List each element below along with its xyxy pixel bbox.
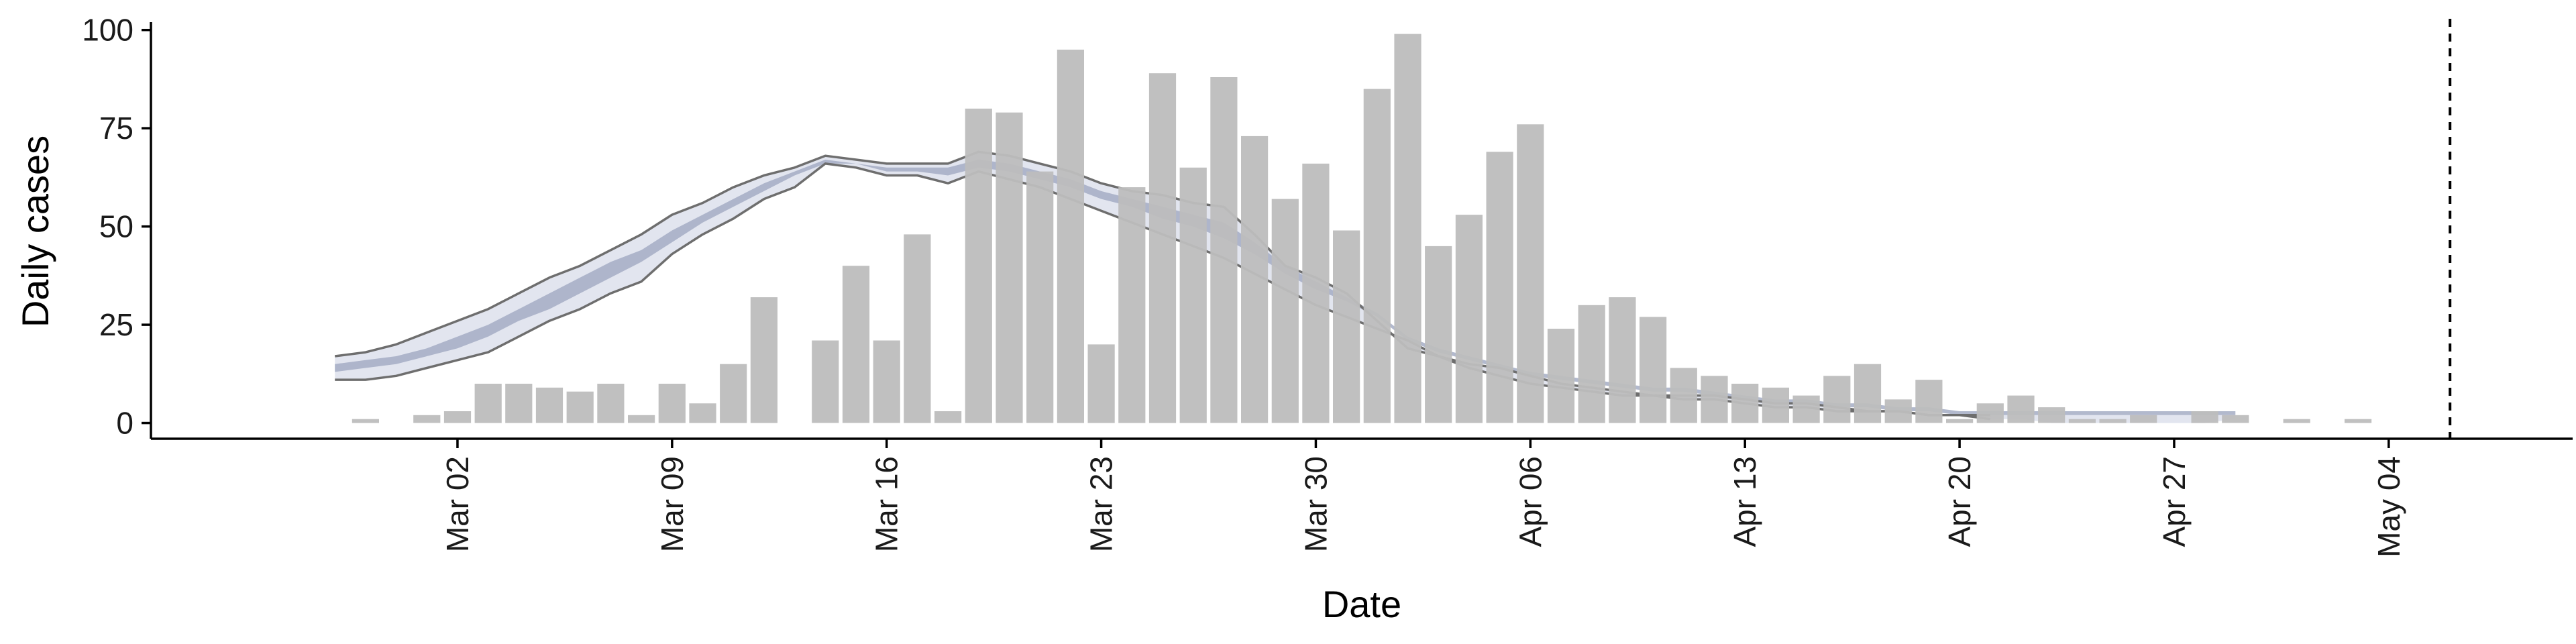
x-tick-label: May 04 bbox=[2371, 456, 2406, 557]
x-tick-label: Mar 16 bbox=[869, 456, 904, 552]
x-tick-label: Apr 20 bbox=[1942, 456, 1977, 547]
bar-day-6 bbox=[505, 384, 533, 423]
bar-day-37 bbox=[1455, 215, 1483, 423]
bar-day-62 bbox=[2222, 415, 2249, 423]
bar-day-31 bbox=[1271, 199, 1299, 423]
bar-day-7 bbox=[535, 387, 564, 423]
bar-day-17 bbox=[842, 266, 870, 423]
x-tick-label: Mar 30 bbox=[1299, 456, 1334, 552]
bar-day-14 bbox=[750, 297, 777, 423]
x-tick-label: Mar 23 bbox=[1084, 456, 1119, 552]
y-tick-label: 50 bbox=[99, 209, 133, 244]
bar-day-59 bbox=[2130, 415, 2157, 423]
bar-day-20 bbox=[934, 411, 962, 423]
bar-day-39 bbox=[1517, 124, 1544, 423]
y-tick-label: 100 bbox=[82, 13, 133, 48]
x-tick-label: Apr 27 bbox=[2157, 456, 2192, 547]
bar-day-9 bbox=[597, 384, 625, 423]
bar-day-57 bbox=[2068, 419, 2096, 423]
bar-day-13 bbox=[720, 364, 747, 423]
x-tick-label: Mar 09 bbox=[655, 456, 690, 552]
bar-day-5 bbox=[474, 384, 502, 423]
bar-day-4 bbox=[443, 411, 472, 423]
bar-day-10 bbox=[628, 415, 655, 423]
bar-day-51 bbox=[1884, 399, 1912, 423]
y-tick-label: 0 bbox=[116, 406, 133, 441]
y-tick-label: 75 bbox=[99, 111, 133, 146]
bar-day-64 bbox=[2283, 419, 2310, 423]
bar-day-46 bbox=[1731, 384, 1759, 423]
bar-day-18 bbox=[873, 340, 900, 423]
bar-day-45 bbox=[1701, 376, 1728, 423]
bar-day-56 bbox=[2038, 407, 2065, 423]
bar-day-44 bbox=[1670, 368, 1697, 423]
bar-day-49 bbox=[1823, 376, 1851, 423]
bar-day-41 bbox=[1578, 305, 1605, 423]
bar-day-8 bbox=[566, 391, 594, 423]
bar-day-28 bbox=[1179, 167, 1207, 423]
bar-day-43 bbox=[1640, 317, 1667, 423]
bar-day-1 bbox=[352, 419, 379, 423]
bar-day-66 bbox=[2345, 419, 2372, 423]
bar-day-36 bbox=[1425, 246, 1452, 423]
bar-day-16 bbox=[812, 340, 839, 423]
bar-day-52 bbox=[1915, 380, 1943, 423]
bar-day-12 bbox=[689, 403, 716, 423]
x-axis-title: Date bbox=[1322, 583, 1401, 625]
bar-day-55 bbox=[2007, 395, 2035, 423]
bar-day-33 bbox=[1333, 230, 1360, 423]
bar-day-38 bbox=[1486, 152, 1513, 423]
x-tick-label: Apr 06 bbox=[1513, 456, 1548, 547]
bar-day-11 bbox=[658, 384, 686, 423]
bar-day-30 bbox=[1241, 136, 1269, 423]
bar-day-61 bbox=[2191, 411, 2218, 423]
bar-day-50 bbox=[1854, 364, 1882, 423]
bar-day-27 bbox=[1148, 73, 1177, 423]
bar-day-34 bbox=[1363, 89, 1391, 423]
bar-day-26 bbox=[1118, 187, 1146, 423]
y-tick-label: 25 bbox=[99, 307, 133, 342]
bar-day-25 bbox=[1087, 344, 1115, 423]
bar-day-3 bbox=[413, 415, 441, 423]
bar-day-24 bbox=[1057, 50, 1084, 423]
bar-day-23 bbox=[1026, 171, 1054, 423]
bar-day-48 bbox=[1792, 395, 1820, 423]
bar-day-54 bbox=[1976, 403, 2004, 423]
x-tick-label: Mar 02 bbox=[440, 456, 475, 552]
bar-day-22 bbox=[996, 112, 1023, 423]
bar-day-42 bbox=[1609, 297, 1636, 423]
bar-day-29 bbox=[1210, 77, 1238, 423]
daily-case-bars bbox=[352, 34, 2372, 423]
bar-day-35 bbox=[1394, 34, 1421, 423]
bar-day-58 bbox=[2099, 419, 2127, 423]
bar-day-53 bbox=[1946, 419, 1974, 423]
y-axis-title: Daily cases bbox=[14, 136, 56, 327]
bar-day-47 bbox=[1762, 387, 1789, 423]
bar-day-21 bbox=[965, 108, 992, 423]
bar-day-32 bbox=[1302, 163, 1330, 423]
x-ticks: Mar 02 Mar 09 Mar 16 Mar 23 Mar 30 Apr 06 Apr … bbox=[440, 439, 2406, 557]
axes bbox=[150, 22, 2573, 440]
y-ticks: 0 25 50 75 100 bbox=[82, 13, 151, 441]
x-tick-label: Apr 13 bbox=[1727, 456, 1762, 547]
bar-day-19 bbox=[904, 234, 931, 423]
bar-day-40 bbox=[1547, 329, 1575, 423]
